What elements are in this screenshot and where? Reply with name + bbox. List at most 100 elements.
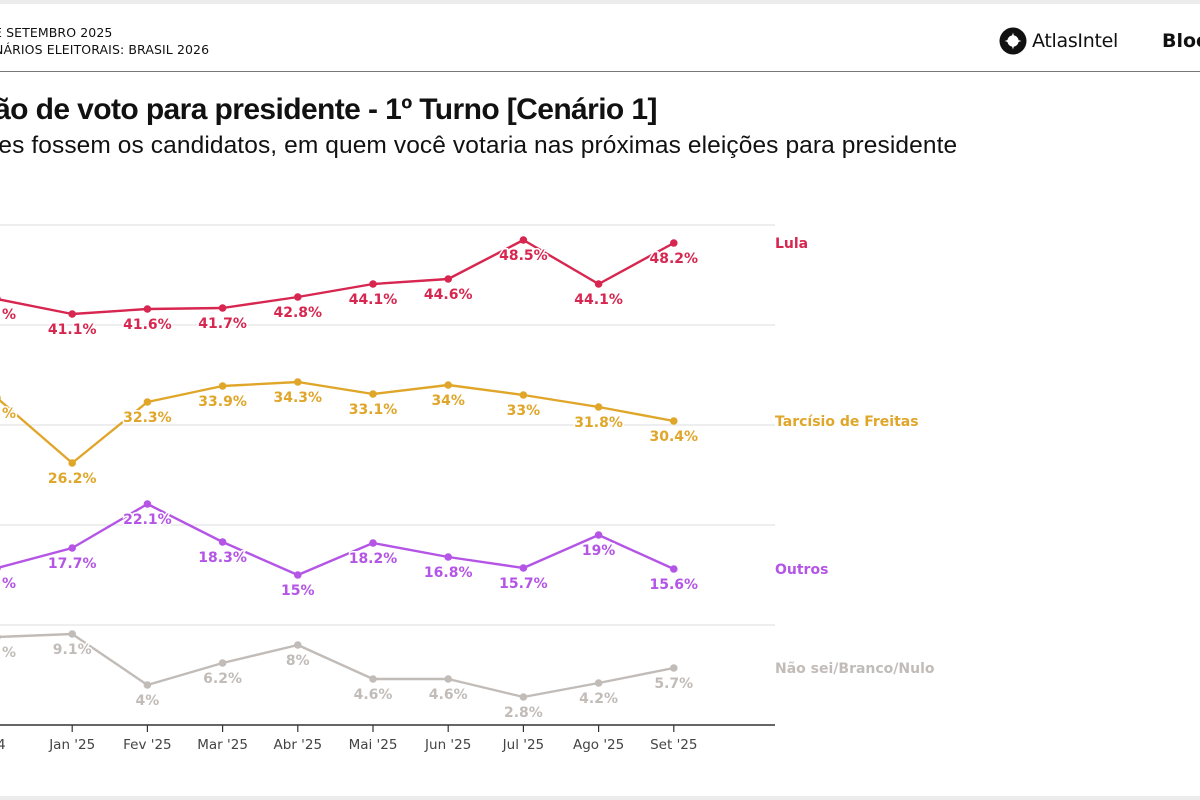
- data-point-tarcisio-de-freitas: [369, 390, 377, 398]
- data-label-tarcisio-de-freitas: 30.4%: [650, 429, 699, 445]
- data-label-tarcisio-de-freitas: 26.2%: [48, 471, 97, 487]
- data-label-nao-sei-branco-nulo: 8%: [286, 653, 310, 669]
- data-label-outros: 15%: [281, 583, 315, 599]
- legend-label-tarcisio-de-freitas: Tarcísio de Freitas: [775, 414, 919, 430]
- data-point-lula: [519, 236, 528, 244]
- report-meta: SE SETEMBRO 2025 ENÁRIOS ELEITORAIS: BRA…: [0, 24, 209, 58]
- data-point-nao-sei-branco-nulo: [0, 634, 1, 640]
- data-label-outros: 15.7%: [499, 576, 548, 592]
- data-label-nao-sei-branco-nulo: 4.6%: [354, 687, 393, 703]
- data-label-tarcisio-de-freitas: 33.1%: [349, 402, 398, 418]
- data-point-nao-sei-branco-nulo: [594, 679, 603, 687]
- x-tick-label: Jun '25: [424, 737, 471, 753]
- data-point-tarcisio-de-freitas: [218, 382, 227, 390]
- data-point-tarcisio-de-freitas: [0, 395, 1, 401]
- x-tick-label: 24: [0, 737, 6, 753]
- series-group: [0, 236, 678, 701]
- data-point-tarcisio-de-freitas: [294, 378, 302, 386]
- data-label-nao-sei-branco-nulo: 6.2%: [203, 671, 242, 687]
- data-label-outros: 16.8%: [424, 565, 473, 581]
- data-point-outros: [369, 539, 377, 547]
- data-label-nao-sei-branco-nulo: 2.8%: [504, 705, 543, 721]
- data-point-outros: [218, 538, 227, 546]
- data-point-nao-sei-branco-nulo: [143, 681, 152, 689]
- data-point-lula: [444, 275, 453, 283]
- data-label-tarcisio-de-freitas: 33.9%: [198, 394, 247, 410]
- data-label-nao-sei-branco-nulo: 4.6%: [429, 687, 468, 703]
- gridlines: [0, 224, 775, 626]
- data-point-outros: [519, 564, 528, 572]
- bottom-frame-border: [0, 796, 1200, 800]
- data-label-outros: 17.7%: [48, 556, 97, 572]
- data-label-lula: 48.2%: [650, 251, 699, 267]
- data-point-lula: [68, 310, 76, 318]
- brand-name: AtlasIntel: [1032, 30, 1118, 52]
- series-line-outros: [0, 502, 675, 577]
- data-point-outros: [594, 531, 603, 539]
- data-point-lula: [143, 305, 152, 313]
- data-label-lula: 44.1%: [349, 292, 398, 308]
- series-line-lula: [0, 238, 675, 316]
- data-label-tarcisio-de-freitas: 33%: [507, 403, 541, 419]
- report-date-line: SE SETEMBRO 2025: [0, 25, 113, 40]
- data-label-lula: %: [2, 307, 16, 323]
- report-header: SE SETEMBRO 2025 ENÁRIOS ELEITORAIS: BRA…: [0, 4, 1200, 72]
- data-point-tarcisio-de-freitas: [519, 391, 528, 399]
- legend-label-lula: Lula: [775, 236, 808, 252]
- x-tick-label: Fev '25: [123, 737, 172, 753]
- x-tick-label: Jan '25: [48, 737, 95, 753]
- data-label-lula: 48.5%: [499, 248, 548, 264]
- data-labels: % 41.1% 41.6% 41.7% 42.8% 44.1% 44.6% 48.5% 44.1…: [1, 247, 700, 723]
- data-label-outros: 18.2%: [349, 551, 398, 567]
- data-point-tarcisio-de-freitas: [444, 381, 453, 389]
- direct-legend: Lula Tarcísio de Freitas Outros Não sei/Bra…: [775, 236, 935, 677]
- atlasintel-logo-icon: [999, 27, 1027, 55]
- data-label-outros: 22.1%: [123, 512, 172, 528]
- data-label-outros: 15.6%: [650, 577, 699, 593]
- data-label-lula: 41.1%: [48, 322, 97, 338]
- chart-title: ção de voto para presidente - 1º Turno […: [0, 93, 657, 126]
- data-label-tarcisio-de-freitas: 34.3%: [274, 390, 323, 406]
- data-point-nao-sei-branco-nulo: [68, 630, 76, 638]
- data-label-nao-sei-branco-nulo: %: [2, 645, 16, 661]
- partner-brand: Bloo: [1162, 30, 1200, 52]
- data-label-tarcisio-de-freitas: 31.8%: [574, 415, 623, 431]
- data-point-lula: [218, 304, 227, 312]
- data-point-tarcisio-de-freitas: [670, 417, 678, 425]
- brand-atlasintel: AtlasIntel: [999, 26, 1118, 56]
- data-point-lula: [369, 280, 377, 288]
- series-line-nao-sei-branco-nulo: [0, 632, 675, 699]
- x-tick-label: Set '25: [650, 737, 697, 753]
- x-tick-label: Mai '25: [349, 737, 398, 753]
- data-point-nao-sei-branco-nulo: [294, 641, 302, 649]
- data-point-outros: [294, 571, 302, 579]
- chart-subtitle: ses fossem os candidatos, em quem você v…: [0, 132, 958, 159]
- data-point-tarcisio-de-freitas: [594, 403, 603, 411]
- data-label-outros: 19%: [582, 543, 616, 559]
- legend-label-outros: Outros: [775, 562, 828, 578]
- data-label-nao-sei-branco-nulo: 5.7%: [654, 676, 693, 692]
- data-point-tarcisio-de-freitas: [68, 459, 76, 467]
- data-point-lula: [0, 296, 1, 302]
- data-point-nao-sei-branco-nulo: [519, 693, 528, 701]
- data-point-outros: [68, 544, 76, 552]
- top-frame-border: [0, 0, 1200, 4]
- data-label-tarcisio-de-freitas: 34%: [431, 393, 465, 409]
- data-point-outros: [444, 553, 453, 561]
- series-line-tarcisio-de-freitas: [0, 380, 675, 465]
- data-label-nao-sei-branco-nulo: 4%: [136, 693, 160, 709]
- x-tick-label: Jul '25: [502, 737, 544, 753]
- data-label-outros: %: [2, 576, 16, 592]
- data-point-tarcisio-de-freitas: [143, 398, 152, 406]
- data-label-tarcisio-de-freitas: 32.3%: [123, 410, 172, 426]
- data-label-lula: 44.1%: [574, 292, 623, 308]
- data-label-nao-sei-branco-nulo: 4.2%: [579, 691, 618, 707]
- legend-label-nao-sei-branco-nulo: Não sei/Branco/Nulo: [775, 661, 935, 677]
- data-label-lula: 44.6%: [424, 287, 473, 303]
- data-label-lula: 41.7%: [198, 316, 247, 332]
- data-point-outros: [670, 565, 678, 573]
- data-point-nao-sei-branco-nulo: [218, 659, 227, 667]
- data-point-nao-sei-branco-nulo: [670, 664, 678, 672]
- data-point-outros: [0, 565, 1, 571]
